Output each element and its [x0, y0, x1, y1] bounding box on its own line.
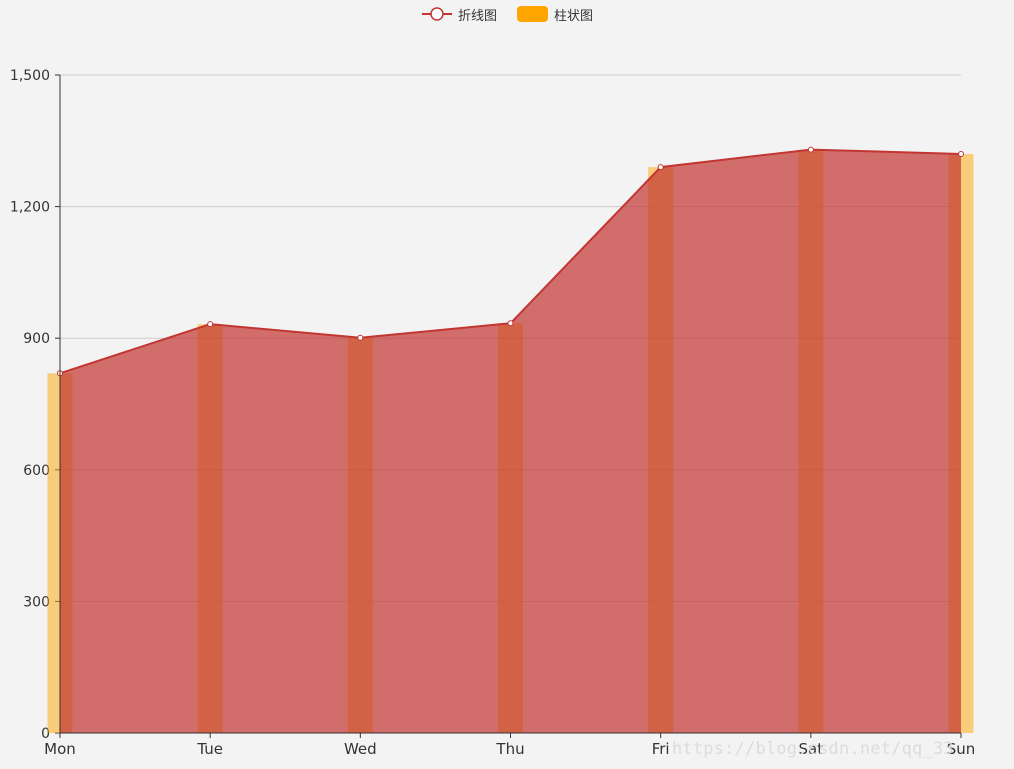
chart-legend: 折线图 柱状图 [0, 4, 1014, 24]
y-tick-label: 1,500 [10, 68, 50, 84]
x-tick-label: Wed [344, 740, 377, 758]
x-tick-label: Fri [652, 740, 670, 758]
y-tick-label: 1,200 [10, 200, 50, 216]
data-point [657, 164, 664, 171]
y-tick-label: 0 [41, 726, 50, 742]
y-tick-label: 900 [23, 331, 50, 347]
bar-swatch-icon [517, 6, 548, 22]
data-point [357, 334, 364, 341]
x-tick-label: Sun [947, 740, 976, 758]
legend-item-line[interactable]: 折线图 [422, 4, 497, 24]
data-point [507, 320, 514, 327]
x-tick-label: Sat [799, 740, 824, 758]
data-point [207, 321, 214, 328]
y-tick-label: 600 [23, 463, 50, 479]
data-point [807, 146, 814, 153]
watermark: https://blog.csdn.net/qq_33 [672, 739, 954, 759]
legend-label-bar: 柱状图 [554, 8, 594, 24]
x-tick-label: Mon [44, 740, 76, 758]
legend-item-bar[interactable]: 柱状图 [517, 4, 593, 24]
y-tick-label: 300 [23, 594, 50, 610]
data-point [958, 150, 964, 157]
x-tick-label: Tue [196, 740, 223, 758]
legend-label-line: 折线图 [458, 8, 498, 24]
line-marker-icon [422, 7, 452, 21]
x-tick-label: Thu [495, 740, 524, 758]
area-fill [60, 149, 961, 733]
